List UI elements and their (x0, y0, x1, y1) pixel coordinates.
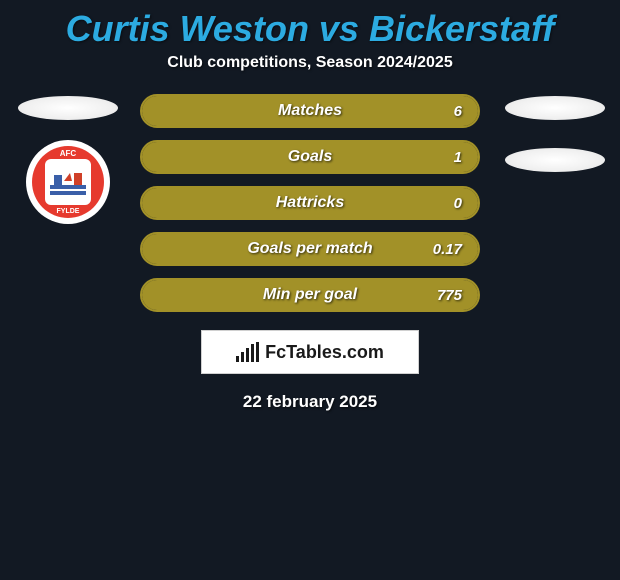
club-logo-left: AFC FYLDE (26, 140, 110, 224)
stat-value: 6 (454, 103, 462, 120)
footer-bar (241, 352, 244, 362)
stat-row: Matches6 (140, 94, 480, 128)
stat-row: Min per goal775 (140, 278, 480, 312)
footer-bar (256, 342, 259, 362)
club-logo-ring: AFC FYLDE (32, 146, 104, 218)
subtitle: Club competitions, Season 2024/2025 (0, 54, 620, 90)
fctables-text: FcTables.com (265, 342, 384, 363)
club-logo-text-bottom: FYLDE (32, 208, 104, 215)
stat-row: Hattricks0 (140, 186, 480, 220)
left-column: AFC FYLDE (8, 90, 128, 224)
stat-label: Hattricks (142, 194, 478, 212)
fctables-logo: FcTables.com (201, 330, 419, 374)
right-column (500, 90, 610, 172)
stat-row: Goals per match0.17 (140, 232, 480, 266)
fctables-bars-icon (236, 342, 259, 362)
club-logo-center (45, 159, 91, 205)
footer-bar (251, 344, 254, 362)
stat-label: Matches (142, 102, 478, 120)
club-right-placeholder (505, 148, 605, 172)
stats-list: Matches6Goals1Hattricks0Goals per match0… (140, 90, 480, 312)
stat-label: Goals (142, 148, 478, 166)
comparison-card: Curtis Weston vs Bickerstaff Club compet… (0, 0, 620, 412)
stat-label: Goals per match (142, 240, 478, 258)
club-logo-text-top: AFC (32, 149, 104, 158)
date-text: 22 february 2025 (0, 392, 620, 412)
stat-value: 775 (437, 287, 462, 304)
player-right-placeholder (505, 96, 605, 120)
page-title: Curtis Weston vs Bickerstaff (0, 0, 620, 54)
footer-bar (236, 356, 239, 362)
stat-label: Min per goal (142, 286, 478, 304)
club-crest-icon (48, 167, 88, 197)
stat-value: 0 (454, 195, 462, 212)
footer-bar (246, 348, 249, 362)
stat-row: Goals1 (140, 140, 480, 174)
stat-value: 0.17 (433, 241, 462, 258)
player-left-placeholder (18, 96, 118, 120)
main-area: AFC FYLDE Matche (0, 90, 620, 412)
stat-value: 1 (454, 149, 462, 166)
